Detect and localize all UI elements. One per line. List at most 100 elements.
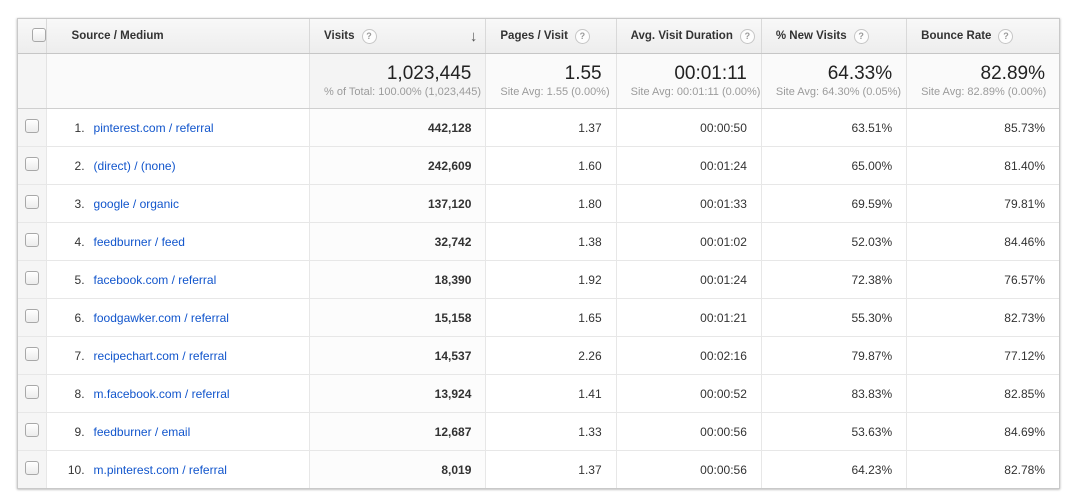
bounce-rate-cell: 79.81% [906, 184, 1059, 223]
column-label: Source / Medium [71, 30, 164, 42]
sort-descending-icon[interactable]: ↓ [469, 27, 478, 45]
table-row: 7. recipechart.com / referral 14,537 2.26… [18, 336, 1059, 375]
row-checkbox[interactable] [24, 385, 39, 399]
row-rank: 2. [74, 158, 85, 173]
summary-row: 1,023,445 % of Total: 100.00% (1,023,445… [18, 53, 1059, 109]
row-rank: 6. [74, 310, 85, 325]
column-header-bounce-rate[interactable]: Bounce Rate ? [906, 19, 1059, 54]
new-visits-cell: 55.30% [760, 298, 907, 337]
summary-bounce-cell: 82.89% Site Avg: 82.89% (0.00%) [906, 53, 1059, 109]
visits-cell: 137,120 [309, 184, 486, 223]
row-checkbox[interactable] [24, 119, 39, 133]
new-visits-avg: 64.33% [827, 63, 893, 84]
row-checkbox-cell[interactable] [18, 412, 47, 451]
help-icon[interactable]: ? [853, 28, 869, 44]
help-icon[interactable]: ? [574, 28, 590, 44]
column-label: Visits [324, 30, 355, 42]
row-checkbox[interactable] [24, 157, 39, 171]
bounce-rate-cell: 85.73% [906, 108, 1059, 147]
table-row: 3. google / organic 137,120 1.80 00:01:33… [18, 184, 1059, 223]
row-checkbox[interactable] [24, 195, 39, 209]
row-rank: 9. [74, 424, 85, 439]
visits-total-note: % of Total: 100.00% (1,023,445) [324, 86, 482, 98]
source-medium-link[interactable]: feedburner / feed [93, 234, 185, 249]
duration-avg-note: Site Avg: 00:01:11 (0.00%) [630, 86, 761, 98]
row-checkbox[interactable] [24, 309, 39, 323]
row-checkbox[interactable] [24, 347, 39, 361]
select-all-header-cell[interactable] [18, 19, 47, 54]
column-header-avg-visit-duration[interactable]: Avg. Visit Duration ? [615, 19, 762, 54]
visits-cell: 12,687 [309, 412, 486, 451]
visits-cell: 14,537 [309, 336, 486, 375]
row-checkbox[interactable] [24, 423, 39, 437]
new-visits-avg-note: Site Avg: 64.30% (0.05%) [775, 86, 902, 98]
table-row: 6. foodgawker.com / referral 15,158 1.65 … [18, 298, 1059, 337]
pages-per-visit-cell: 1.37 [485, 450, 617, 488]
new-visits-cell: 79.87% [760, 336, 907, 375]
row-checkbox-cell[interactable] [18, 146, 47, 185]
bounce-rate-cell: 84.46% [906, 222, 1059, 261]
source-medium-link[interactable]: m.facebook.com / referral [93, 386, 230, 401]
row-rank: 8. [74, 386, 85, 401]
visits-cell: 442,128 [309, 108, 486, 147]
column-header-source-medium[interactable]: Source / Medium [45, 19, 310, 54]
source-medium-link[interactable]: facebook.com / referral [93, 272, 217, 287]
column-header-visits[interactable]: Visits ? ↓ [309, 19, 486, 54]
table-row: 10. m.pinterest.com / referral 8,019 1.37… [18, 450, 1059, 488]
help-icon[interactable]: ? [739, 28, 755, 44]
source-medium-link[interactable]: recipechart.com / referral [93, 348, 227, 363]
row-checkbox-cell[interactable] [18, 336, 47, 375]
source-medium-link[interactable]: pinterest.com / referral [93, 120, 214, 135]
help-icon[interactable]: ? [361, 28, 377, 44]
new-visits-cell: 64.23% [760, 450, 907, 488]
source-medium-link[interactable]: m.pinterest.com / referral [93, 462, 227, 477]
avg-duration-cell: 00:02:16 [615, 336, 762, 375]
table-row: 5. facebook.com / referral 18,390 1.92 00… [18, 260, 1059, 299]
visits-total: 1,023,445 [386, 63, 472, 84]
row-checkbox-cell[interactable] [18, 450, 47, 488]
pages-per-visit-cell: 1.38 [485, 222, 617, 261]
source-medium-link[interactable]: foodgawker.com / referral [93, 310, 229, 325]
source-medium-link[interactable]: feedburner / email [93, 424, 191, 439]
row-rank: 4. [74, 234, 85, 249]
bounce-avg: 82.89% [980, 63, 1045, 84]
row-checkbox-cell[interactable] [18, 184, 47, 223]
row-checkbox[interactable] [24, 271, 39, 285]
source-medium-link[interactable]: (direct) / (none) [93, 158, 176, 173]
column-header-pct-new-visits[interactable]: % New Visits ? [760, 19, 907, 54]
source-cell: 4. feedburner / feed [45, 222, 310, 261]
help-icon[interactable]: ? [998, 28, 1014, 44]
avg-duration-cell: 00:01:24 [615, 146, 762, 185]
row-checkbox-cell[interactable] [18, 298, 47, 337]
data-table: Source / Medium Visits ? ↓ Pages / Visit… [18, 19, 1059, 488]
new-visits-cell: 72.38% [760, 260, 907, 299]
bounce-rate-cell: 82.78% [906, 450, 1059, 488]
pages-per-visit-cell: 1.60 [485, 146, 617, 185]
pages-per-visit-cell: 1.37 [485, 108, 617, 147]
bounce-rate-cell: 84.69% [906, 412, 1059, 451]
pages-per-visit-cell: 2.26 [485, 336, 617, 375]
summary-pages-cell: 1.55 Site Avg: 1.55 (0.00%) [485, 53, 617, 109]
avg-duration-cell: 00:00:52 [615, 374, 762, 413]
row-checkbox-cell[interactable] [18, 374, 47, 413]
row-checkbox-cell[interactable] [18, 260, 47, 299]
column-header-pages-per-visit[interactable]: Pages / Visit ? [485, 19, 617, 54]
bounce-avg-note: Site Avg: 82.89% (0.00%) [921, 86, 1047, 98]
source-medium-link[interactable]: google / organic [93, 196, 179, 211]
new-visits-cell: 53.63% [760, 412, 907, 451]
pages-per-visit-cell: 1.80 [485, 184, 617, 223]
bounce-rate-cell: 76.57% [906, 260, 1059, 299]
row-checkbox-cell[interactable] [18, 108, 47, 147]
select-all-checkbox[interactable] [32, 27, 46, 42]
row-checkbox[interactable] [24, 461, 39, 475]
new-visits-cell: 65.00% [760, 146, 907, 185]
row-checkbox[interactable] [24, 233, 39, 247]
visits-cell: 8,019 [309, 450, 486, 488]
pages-per-visit-cell: 1.33 [485, 412, 617, 451]
bounce-rate-cell: 77.12% [906, 336, 1059, 375]
pages-per-visit-cell: 1.92 [485, 260, 617, 299]
row-rank: 1. [74, 120, 85, 135]
row-checkbox-cell[interactable] [18, 222, 47, 261]
table-summary: 1,023,445 % of Total: 100.00% (1,023,445… [18, 53, 1059, 109]
